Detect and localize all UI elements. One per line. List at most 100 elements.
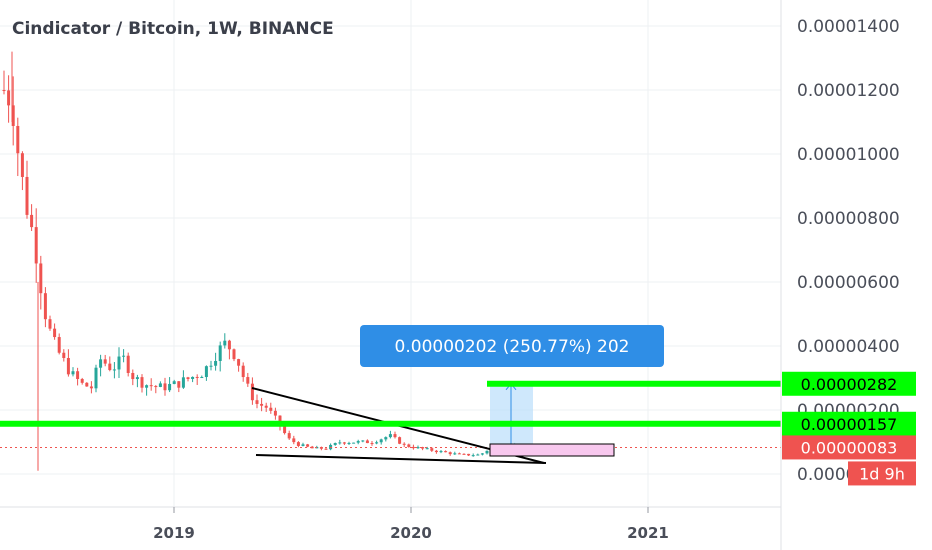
candle-body [365, 440, 369, 444]
price-tick-label: 0.00001200 [797, 81, 900, 101]
candle-body [333, 443, 337, 445]
drawings[interactable]: 0.00000202 (250.77%) 202 [0, 325, 781, 464]
measure-label-bg [360, 325, 664, 367]
candle-body [89, 386, 93, 389]
candle-body [287, 433, 291, 439]
candle-body [388, 434, 392, 438]
candle-body [177, 381, 181, 388]
candle-body [122, 355, 126, 357]
candle-body [296, 442, 300, 446]
candle-body [25, 176, 29, 215]
candle-body [411, 446, 415, 449]
candle-body [462, 453, 466, 455]
candle-body [181, 377, 185, 388]
candle-body [471, 455, 475, 457]
price-tags: 0.00000282 0.00000157 0.00000083 1d 9h [782, 371, 916, 486]
candle-body [140, 377, 144, 388]
candle-body [57, 337, 61, 353]
level-line-0.00000157[interactable] [0, 420, 781, 427]
countdown-bg [848, 461, 916, 486]
measure-label-text: 0.00000202 (250.77%) 202 [395, 337, 630, 357]
price-tag-label: 0.00000282 [801, 375, 898, 394]
candle-body [310, 446, 314, 449]
candle-body [306, 444, 310, 447]
price-tag-bg [782, 371, 916, 396]
price-tag-0.00000157: 0.00000157 [782, 411, 916, 436]
candle-body [283, 426, 287, 434]
candle-body [80, 379, 84, 383]
candle-body [273, 410, 277, 416]
candle-body [292, 438, 296, 443]
candle-body [62, 352, 66, 359]
candle-body [430, 448, 434, 451]
candle-body [421, 447, 425, 449]
candle-body [168, 383, 172, 391]
candle-body [485, 450, 489, 454]
candle-body [76, 371, 80, 380]
candle-body [158, 383, 162, 387]
candle-body [108, 363, 112, 371]
candle-body [269, 407, 273, 411]
candle-body [379, 439, 383, 443]
candle-body [85, 382, 89, 387]
candle-body [126, 355, 130, 373]
candle-body [172, 381, 176, 384]
candle-body [361, 440, 365, 442]
candle-body [425, 448, 429, 450]
candle-body [204, 366, 208, 378]
price-tick-label: 0.00000400 [797, 337, 900, 357]
candle-body [214, 360, 218, 366]
candle-body [34, 227, 38, 264]
candle-body [2, 90, 6, 91]
candle-body [384, 437, 388, 440]
candle-body [237, 359, 241, 366]
candle-body [255, 400, 259, 404]
price-tag-bg [782, 435, 916, 460]
position-box[interactable] [489, 443, 615, 457]
candle-body [416, 447, 420, 449]
candle-body [439, 451, 443, 453]
time-tick-label: 2019 [153, 524, 195, 542]
candle-body [195, 376, 199, 378]
candle-body [301, 444, 305, 446]
candle-body [356, 441, 360, 443]
trendline-lower[interactable] [255, 454, 547, 464]
candle-body [186, 377, 190, 379]
price-tick-label: 0.00001000 [797, 145, 900, 165]
candle-body [20, 153, 24, 177]
candle-body [154, 386, 158, 388]
candle-body [209, 365, 213, 367]
candle-body [402, 443, 406, 445]
candle-body [112, 369, 116, 371]
candle-body [476, 454, 480, 456]
price-tag-0.00000282: 0.00000282 [782, 371, 916, 396]
measure-label: 0.00000202 (250.77%) 202 [360, 325, 664, 367]
price-tick-label: 0.00001400 [797, 17, 900, 37]
time-tick-label: 2020 [390, 524, 432, 542]
candle-body [145, 385, 149, 388]
candle-body [131, 372, 135, 380]
candle-body [342, 442, 346, 444]
time-axis[interactable]: 2019 2020 2021 [153, 507, 669, 542]
candle-body [453, 453, 457, 455]
candle-body [250, 383, 254, 401]
candle-body [324, 448, 328, 450]
candle-body [480, 453, 484, 455]
candle-body [352, 442, 356, 444]
price-tag-label: 0.00000083 [801, 438, 898, 457]
price-tag-label: 0.00000157 [801, 415, 898, 434]
price-tick-label: 0.00000600 [797, 273, 900, 293]
level-line-0.00000282[interactable] [487, 380, 781, 387]
candle-body [338, 442, 342, 444]
candle-body [66, 358, 70, 375]
price-tag-bg [782, 411, 916, 436]
candle-body [71, 371, 75, 375]
candle-body [264, 405, 268, 408]
candle-body [30, 214, 34, 228]
candle-body [191, 376, 195, 379]
candle-body [347, 442, 351, 444]
candles [2, 51, 535, 471]
candle-body [103, 359, 107, 364]
candle-body [398, 437, 402, 444]
